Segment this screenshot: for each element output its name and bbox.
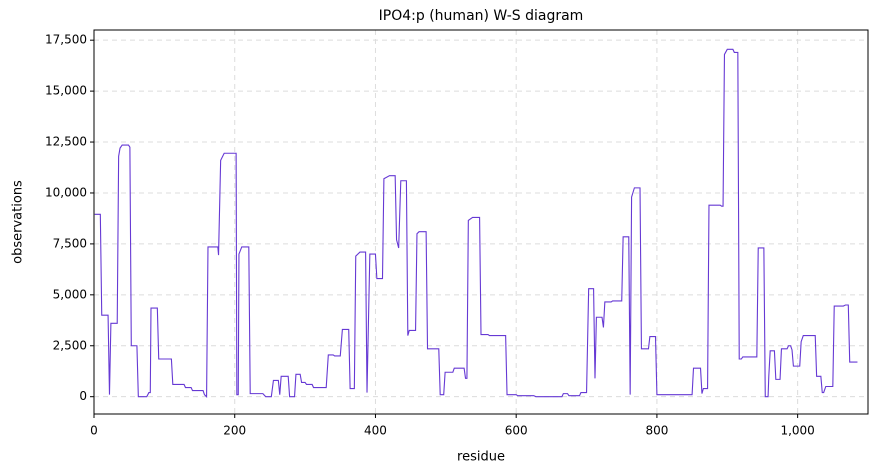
data-line bbox=[94, 48, 858, 398]
y-tick-label: 10,000 bbox=[45, 185, 87, 199]
y-tick-label: 0 bbox=[79, 389, 87, 403]
x-tick-label: 0 bbox=[90, 424, 98, 438]
y-axis-label: observations bbox=[11, 180, 26, 264]
x-tick-label: 600 bbox=[505, 424, 528, 438]
y-tick-label: 15,000 bbox=[45, 84, 87, 98]
y-tick-label: 12,500 bbox=[45, 135, 87, 149]
x-tick-label: 200 bbox=[223, 424, 246, 438]
x-tick-label: 400 bbox=[364, 424, 387, 438]
x-axis-label: residue bbox=[457, 450, 505, 465]
plot-frame bbox=[93, 29, 869, 415]
chart-title: IPO4:p (human) W-S diagram bbox=[379, 8, 584, 24]
x-tick-label: 800 bbox=[645, 424, 668, 438]
y-tick-label: 5,000 bbox=[53, 287, 87, 301]
y-tick-label: 17,500 bbox=[45, 33, 87, 47]
y-tick-label: 2,500 bbox=[53, 338, 87, 352]
y-tick-label: 7,500 bbox=[53, 236, 87, 250]
x-tick-label: 1,000 bbox=[780, 424, 814, 438]
